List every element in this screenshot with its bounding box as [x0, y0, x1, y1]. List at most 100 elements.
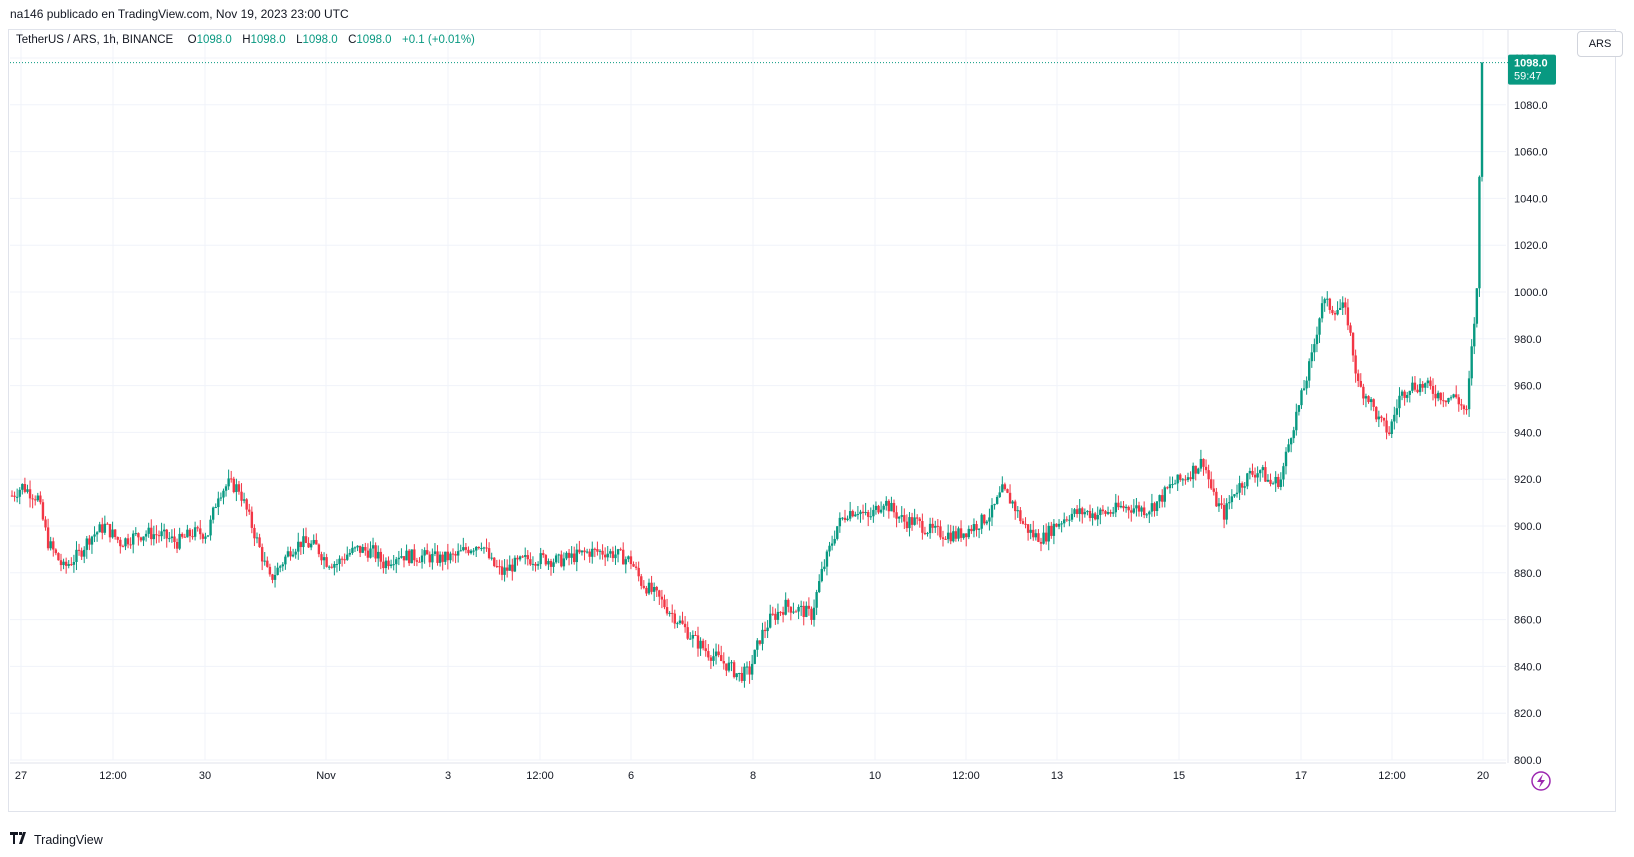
candle-body	[1300, 390, 1303, 406]
candle-body	[1179, 474, 1182, 480]
candle-body	[80, 550, 83, 557]
candle-body	[415, 560, 419, 562]
candle-body	[44, 519, 47, 528]
y-tick-label: 820.0	[1514, 708, 1542, 720]
candle-body	[21, 484, 24, 490]
footer-brand[interactable]: TradingView	[10, 832, 103, 847]
currency-button[interactable]: ARS	[1577, 31, 1623, 57]
candle-body	[1470, 346, 1473, 379]
candle-body	[240, 491, 243, 501]
candle-body	[462, 547, 465, 551]
candle-body	[1034, 533, 1038, 538]
candle-body	[534, 563, 537, 566]
candle-body	[1434, 393, 1437, 399]
candle-body	[1235, 492, 1239, 495]
candle-body	[353, 547, 357, 549]
candle-body	[472, 550, 475, 552]
candle-body	[90, 536, 94, 545]
candle-body	[438, 554, 442, 563]
candle-body	[1372, 399, 1375, 407]
candle-body	[717, 651, 720, 656]
candle-body	[162, 529, 166, 532]
candle-body	[273, 574, 277, 580]
candle-body	[596, 549, 599, 552]
candle-body	[1207, 470, 1210, 480]
candle-body	[193, 527, 197, 537]
candle-body	[389, 564, 393, 567]
candle-body	[490, 557, 493, 559]
candle-body	[263, 560, 266, 562]
candle-body	[704, 648, 707, 652]
candle-body	[789, 606, 793, 613]
candle-body	[1194, 465, 1197, 474]
candle-body	[214, 507, 217, 509]
candle-body	[766, 627, 769, 632]
candle-body	[95, 532, 99, 535]
candle-body	[456, 551, 460, 556]
candle-body	[663, 599, 666, 608]
candle-body	[358, 545, 362, 553]
candle-body	[1444, 400, 1448, 403]
candle-body	[431, 553, 434, 563]
candle-body	[629, 556, 633, 565]
candle-body	[1351, 332, 1355, 356]
candle-body	[1277, 476, 1280, 487]
candle-body	[366, 550, 370, 558]
candle-body	[1042, 532, 1045, 544]
lightning-bolt-icon[interactable]	[1531, 771, 1551, 791]
candle-body	[1251, 470, 1254, 475]
candle-body	[1338, 307, 1342, 311]
candle-body	[1398, 395, 1401, 409]
candle-body	[126, 538, 130, 545]
open-value: 1098.0	[196, 34, 232, 46]
candle-body	[622, 549, 625, 565]
candle-body	[508, 564, 511, 571]
candle-body	[333, 564, 336, 568]
candle-body	[645, 587, 648, 594]
y-tick-label: 1040.0	[1514, 193, 1548, 205]
candles	[10, 62, 1484, 688]
candle-body	[1168, 484, 1172, 489]
candle-body	[500, 566, 504, 575]
candle-body	[521, 556, 524, 558]
candle-body	[908, 517, 911, 529]
candle-body	[1016, 510, 1019, 512]
candle-body	[281, 564, 284, 567]
candle-body	[575, 549, 578, 563]
candle-body	[1104, 511, 1107, 514]
candle-body	[436, 551, 439, 563]
x-tick-label: Nov	[316, 770, 336, 782]
close-value: 1098.0	[356, 34, 392, 46]
candle-body	[1336, 310, 1339, 315]
candle-body	[632, 564, 635, 567]
candle-body	[1460, 404, 1463, 406]
candle-body	[671, 612, 674, 614]
candle-body	[709, 657, 713, 661]
candle-body	[1202, 458, 1205, 467]
candle-body	[1367, 396, 1370, 403]
candle-body	[1403, 391, 1406, 398]
candle-body	[248, 509, 251, 512]
candle-body	[1385, 420, 1388, 433]
x-tick-label: 12:00	[1378, 770, 1406, 782]
candle-body	[15, 496, 19, 498]
candle-body	[1442, 400, 1445, 402]
candle-body	[1117, 502, 1120, 508]
candle-body	[861, 511, 865, 514]
candle-body	[260, 547, 264, 562]
candle-body	[877, 505, 880, 513]
candle-body	[505, 567, 509, 571]
candle-body	[469, 550, 473, 554]
time-axis: 27 12:00 30 Nov 3 12:00 6 8 10 12:00 13 15 17 12:00 20	[10, 762, 1506, 782]
candle-body	[658, 590, 661, 597]
symbol-label[interactable]: TetherUS / ARS, 1h, BINANCE	[16, 34, 174, 46]
candle-body	[85, 538, 88, 550]
candle-body	[1050, 525, 1053, 536]
candle-body	[1212, 488, 1215, 492]
candle-body	[418, 561, 421, 563]
candle-body	[266, 560, 269, 567]
candle-body	[258, 537, 261, 548]
candle-body	[28, 489, 32, 499]
candle-body	[57, 553, 60, 561]
